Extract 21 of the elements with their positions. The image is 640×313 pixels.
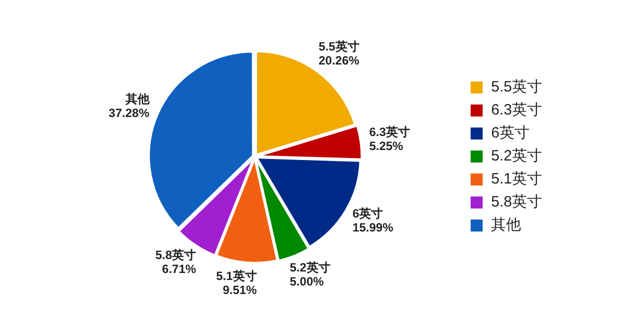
data-label: 37.28% — [108, 106, 150, 120]
slice-label: 5.2英寸 — [290, 260, 330, 274]
legend-label: 6.3英寸 — [491, 102, 542, 119]
slice-label: 6英寸 — [352, 206, 384, 221]
slice-label: 5.1英寸 — [216, 268, 257, 283]
legend-label: 6英寸 — [491, 124, 530, 142]
data-label: 5.25% — [369, 138, 404, 153]
data-label: 6.71% — [162, 262, 196, 276]
legend-label: 5.8英寸 — [491, 194, 542, 211]
legend-label: 5.1英寸 — [491, 170, 542, 188]
slice-label: 5.5英寸 — [318, 39, 360, 54]
data-label: 9.51% — [222, 282, 258, 297]
slice-label: 其他 — [124, 92, 150, 106]
slice-label: 6.3英寸 — [369, 124, 410, 139]
data-label: 15.99% — [352, 220, 394, 235]
slice-label: 5.8英寸 — [155, 248, 196, 262]
data-label: 20.26% — [318, 53, 360, 68]
legend-label: 5.2英寸 — [491, 148, 542, 165]
data-label: 5.00% — [290, 274, 324, 288]
legend-label: 其他 — [491, 216, 522, 234]
legend-label: 5.5英寸 — [491, 78, 542, 96]
